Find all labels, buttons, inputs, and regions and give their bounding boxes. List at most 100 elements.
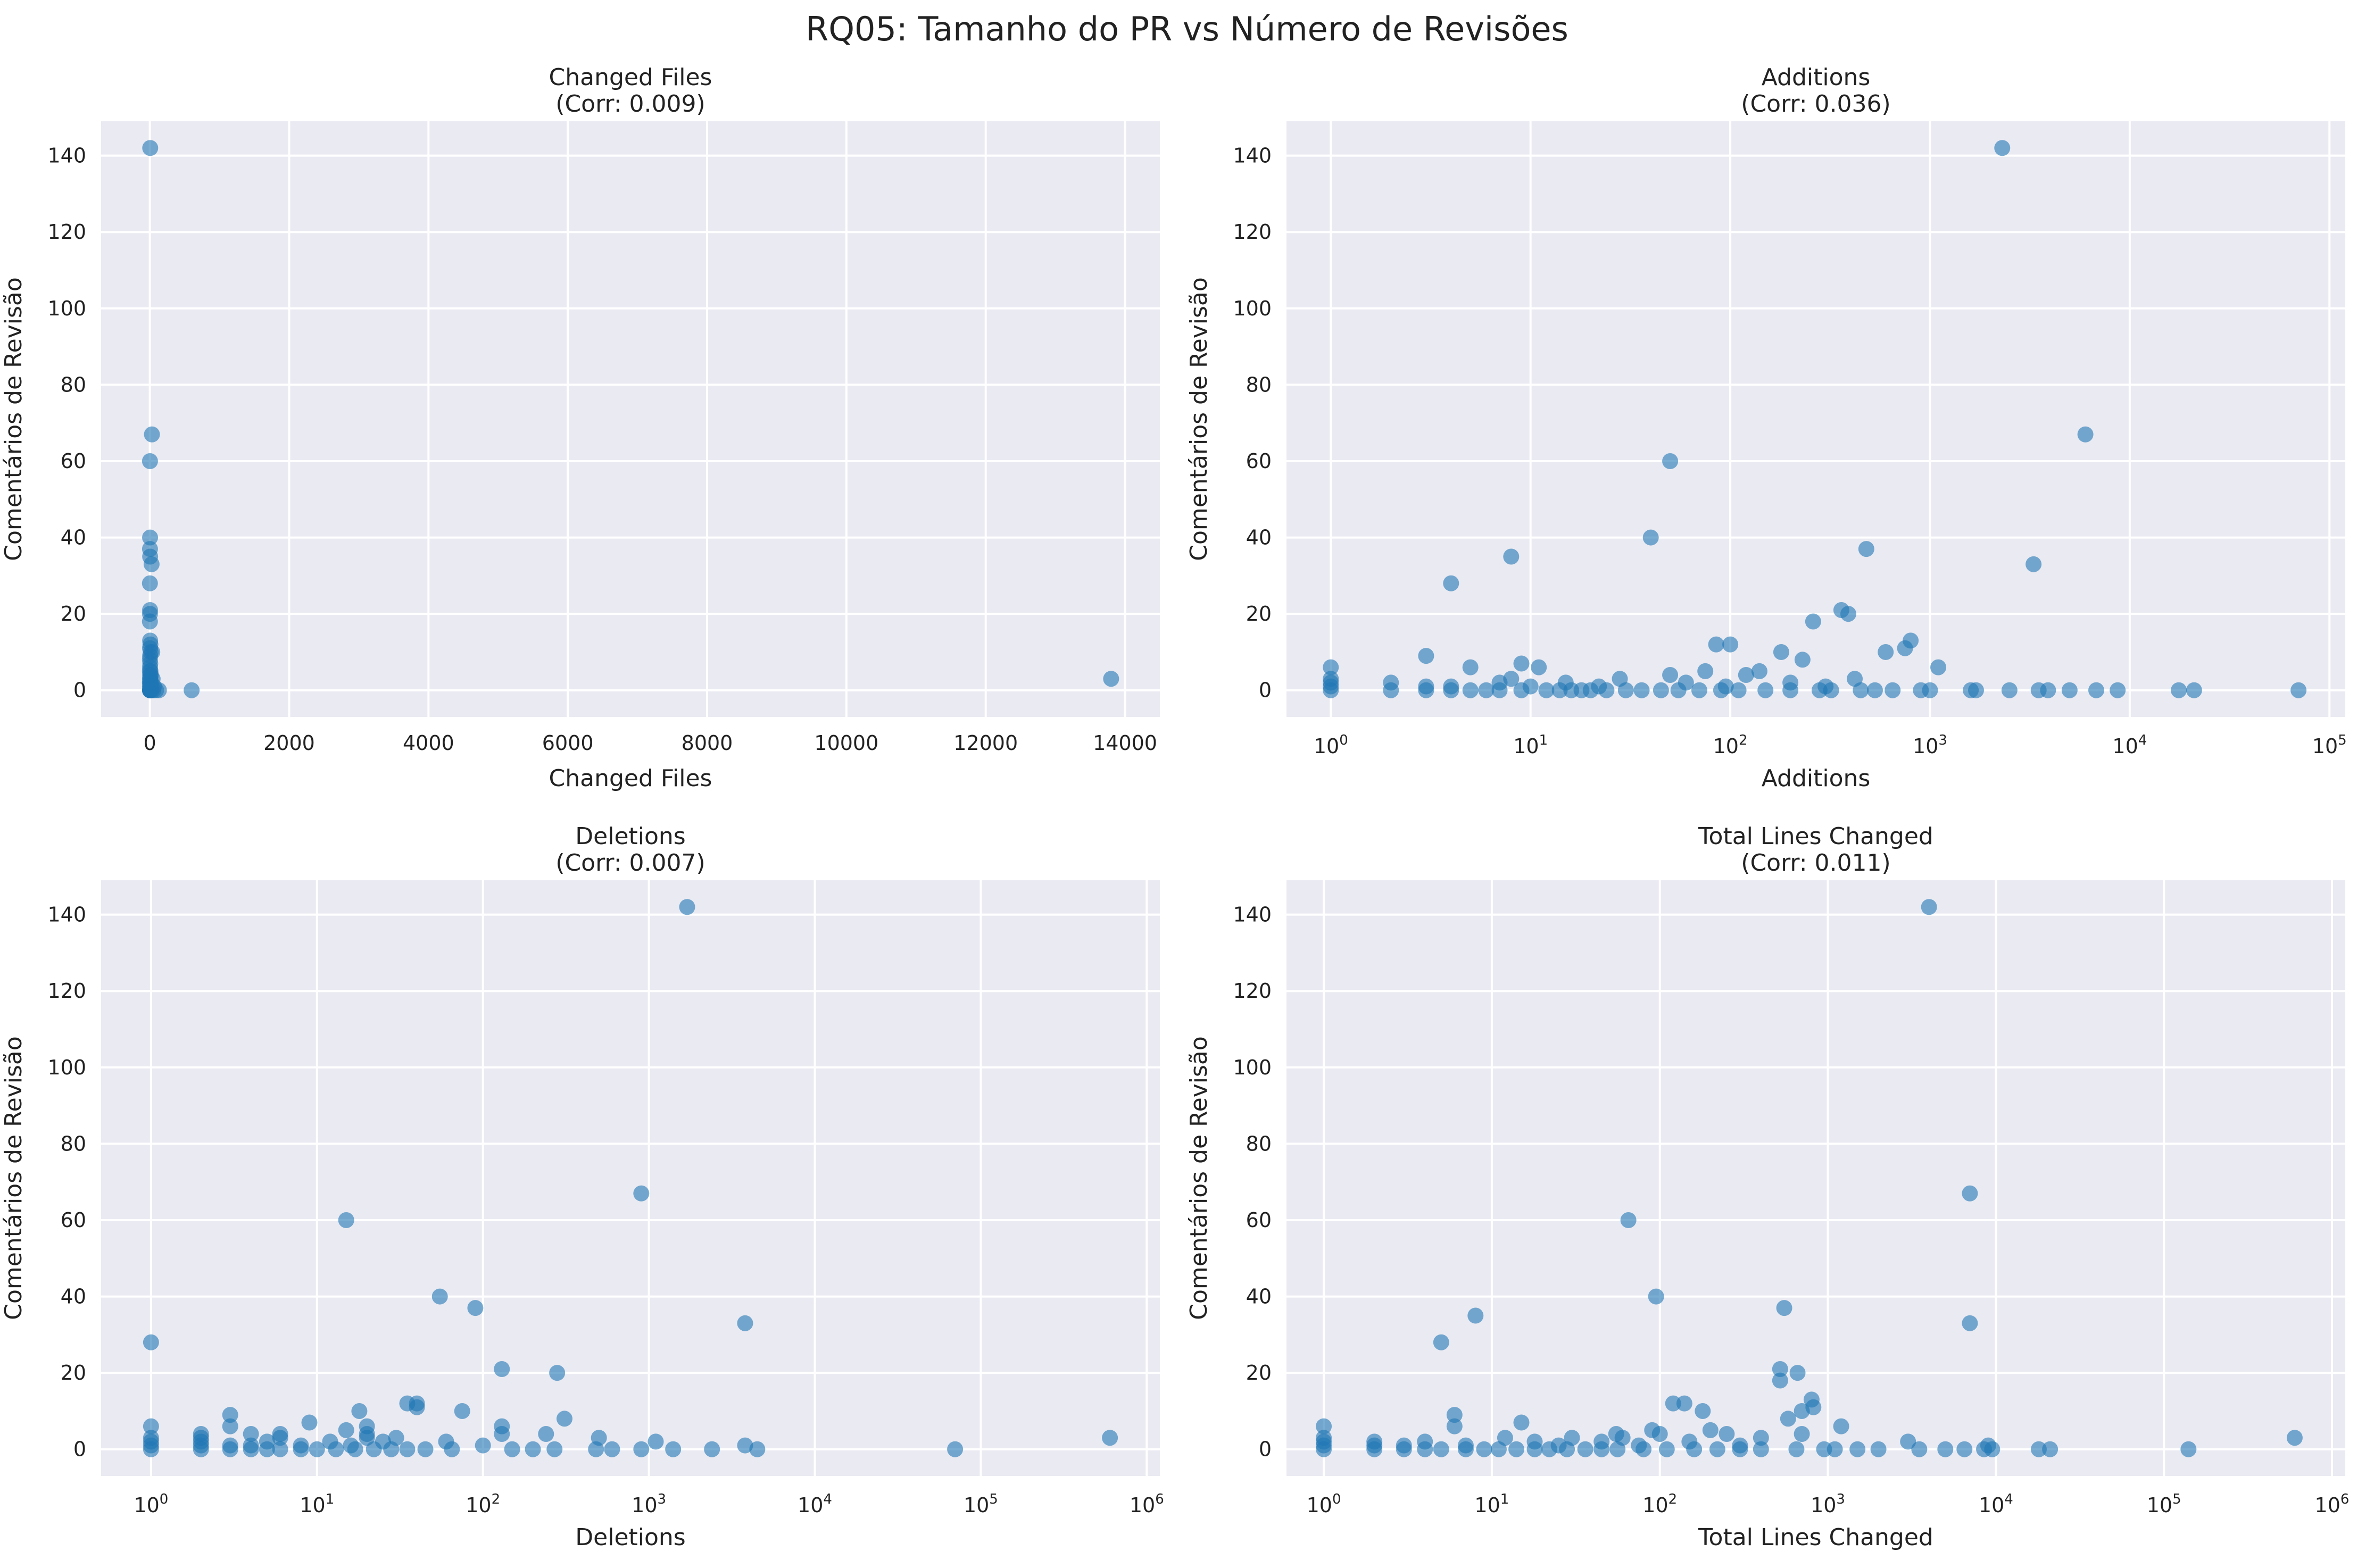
- data-point: [1676, 1395, 1692, 1412]
- data-point: [301, 1414, 318, 1431]
- data-point: [222, 1441, 238, 1457]
- data-point: [1513, 1414, 1530, 1431]
- x-tick-label: 103: [1811, 1491, 1845, 1517]
- data-point: [1490, 1441, 1507, 1457]
- y-tick-label: 60: [1246, 1208, 1272, 1232]
- data-point: [1722, 636, 1739, 653]
- x-tick-label: 2000: [263, 731, 315, 755]
- x-tick-label: 101: [300, 1491, 334, 1517]
- x-tick-label: 104: [2112, 732, 2147, 758]
- y-tick-label: 20: [61, 1361, 86, 1384]
- x-tick-label: 14000: [1093, 731, 1157, 755]
- data-point: [2030, 1441, 2047, 1457]
- data-point: [1462, 682, 1479, 698]
- data-point: [1962, 1315, 1978, 1331]
- data-point: [1503, 548, 1520, 565]
- data-point: [151, 682, 167, 698]
- data-point: [2088, 682, 2105, 698]
- x-tick-label: 103: [1913, 732, 1947, 758]
- subplot-correlation: (Corr: 0.009): [555, 90, 705, 118]
- data-point: [1620, 1212, 1637, 1228]
- data-point: [293, 1441, 309, 1457]
- data-point: [737, 1315, 753, 1331]
- data-point: [648, 1433, 664, 1450]
- subplot-title: Total Lines Changed: [1698, 823, 1933, 850]
- data-point: [1738, 667, 1754, 683]
- x-tick-label: 105: [2312, 732, 2347, 758]
- subplot-title: Deletions: [575, 823, 685, 850]
- y-tick-label: 40: [61, 1285, 86, 1308]
- data-point: [1885, 682, 1901, 698]
- data-point: [1417, 1441, 1433, 1457]
- y-tick-label: 20: [1246, 1361, 1272, 1384]
- data-point: [1446, 1407, 1463, 1423]
- data-point: [1491, 682, 1508, 698]
- data-point: [1462, 659, 1479, 675]
- y-tick-label: 40: [1246, 526, 1272, 549]
- y-tick-label: 140: [47, 144, 86, 168]
- data-point: [1921, 899, 1937, 915]
- data-point: [1467, 1307, 1484, 1324]
- data-point: [1772, 1361, 1788, 1377]
- data-point: [1751, 663, 1767, 679]
- x-tick-label: 104: [798, 1491, 832, 1517]
- data-point: [2110, 682, 2126, 698]
- y-tick-label: 140: [47, 903, 86, 927]
- data-point: [1323, 659, 1339, 675]
- y-tick-label: 20: [1246, 602, 1272, 625]
- y-tick-label: 140: [1233, 144, 1272, 168]
- data-point: [338, 1422, 354, 1438]
- data-point: [417, 1441, 434, 1457]
- data-point: [1316, 1418, 1332, 1434]
- y-tick-label: 80: [1246, 1132, 1272, 1155]
- data-point: [1709, 1441, 1725, 1457]
- data-point: [1617, 682, 1634, 698]
- data-point: [399, 1441, 416, 1457]
- y-tick-label: 80: [1246, 373, 1272, 396]
- data-point: [2001, 682, 2018, 698]
- data-point: [1782, 682, 1799, 698]
- data-point: [1772, 1372, 1788, 1389]
- data-point: [1598, 682, 1615, 698]
- y-axis-label: Comentários de Revisão: [1185, 277, 1213, 561]
- data-point: [1866, 682, 1883, 698]
- data-point: [1794, 652, 1811, 668]
- data-point: [1840, 606, 1856, 622]
- data-point: [1788, 1441, 1805, 1457]
- data-point: [2040, 682, 2056, 698]
- data-point: [1730, 682, 1747, 698]
- y-tick-label: 100: [1233, 297, 1272, 320]
- data-point: [749, 1441, 766, 1457]
- y-tick-label: 100: [47, 1056, 86, 1079]
- data-point: [1383, 682, 1399, 698]
- plot-area: [101, 121, 1160, 717]
- data-point: [259, 1441, 275, 1457]
- data-point: [2186, 682, 2202, 698]
- data-point: [1433, 1334, 1449, 1350]
- data-point: [1538, 682, 1555, 698]
- data-point: [1937, 1441, 1954, 1457]
- data-point: [665, 1441, 682, 1457]
- data-point: [1653, 682, 1669, 698]
- data-point: [272, 1441, 288, 1457]
- data-point: [1609, 1441, 1626, 1457]
- data-point: [1531, 659, 1547, 675]
- x-tick-label: 10000: [814, 731, 878, 755]
- data-point: [454, 1403, 470, 1419]
- data-point: [142, 575, 158, 591]
- plot-area: [1286, 880, 2345, 1476]
- data-point: [1662, 453, 1679, 469]
- subplot-correlation: (Corr: 0.036): [1741, 90, 1890, 118]
- data-point: [1719, 1426, 1735, 1442]
- y-tick-label: 60: [61, 449, 86, 473]
- x-tick-label: 6000: [542, 731, 594, 755]
- x-axis-label: Total Lines Changed: [1698, 1524, 1933, 1551]
- data-point: [1446, 1418, 1463, 1434]
- data-point: [1396, 1441, 1412, 1457]
- data-point: [1508, 1441, 1525, 1457]
- data-point: [1559, 1441, 1575, 1457]
- data-point: [737, 1437, 753, 1454]
- plot-area: [101, 880, 1160, 1476]
- data-point: [1776, 1300, 1792, 1316]
- data-point: [328, 1441, 344, 1457]
